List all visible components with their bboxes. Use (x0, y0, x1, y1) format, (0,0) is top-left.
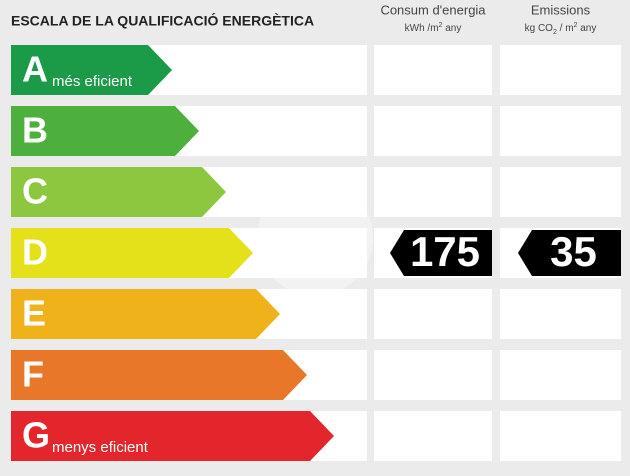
unit-part: kWh /m (405, 23, 439, 34)
class-letter: D (22, 232, 48, 273)
cell (500, 45, 621, 95)
class-letter: F (22, 354, 44, 395)
unit-part: 2 (439, 22, 443, 29)
class-letter: E (22, 293, 46, 334)
energy-arrow (11, 45, 172, 95)
value: 35 (550, 228, 597, 275)
energy-arrow (11, 289, 280, 339)
energy-arrow (11, 411, 334, 461)
class-label: més eficient (52, 73, 133, 90)
class-label: menys eficient (52, 439, 149, 456)
cell (500, 167, 621, 217)
energy-arrow (11, 350, 307, 400)
unit-part: / m (557, 23, 574, 34)
unit-part: 2 (574, 22, 578, 29)
class-letter: B (22, 110, 48, 151)
cell (374, 411, 492, 461)
cell (374, 350, 492, 400)
column-title: Consum d'energia (380, 2, 486, 17)
column-title: Emissions (531, 2, 591, 17)
class-letter: A (22, 49, 48, 90)
energy-arrow (11, 167, 226, 217)
unit-part: 2 (553, 29, 557, 36)
unit-part: any (442, 23, 461, 34)
cell (500, 106, 621, 156)
column-unit: kWh /m2 any (405, 22, 462, 34)
value: 175 (410, 228, 480, 275)
cell (374, 167, 492, 217)
unit-part: kg CO (525, 23, 554, 34)
energy-arrow (11, 106, 199, 156)
energy-arrow (11, 228, 253, 278)
unit-part: any (577, 23, 596, 34)
cell (374, 289, 492, 339)
value-badge (518, 230, 621, 276)
value-badge (390, 230, 492, 276)
cell (500, 350, 621, 400)
column-unit: kg CO2 / m2 any (525, 22, 597, 36)
cell (500, 411, 621, 461)
title: ESCALA DE LA QUALIFICACIÓ ENERGÈTICA (11, 12, 314, 29)
class-letter: C (22, 171, 48, 212)
cell (374, 45, 492, 95)
watermark (257, 180, 373, 296)
class-letter: G (22, 415, 50, 456)
cell (374, 106, 492, 156)
cell (500, 289, 621, 339)
